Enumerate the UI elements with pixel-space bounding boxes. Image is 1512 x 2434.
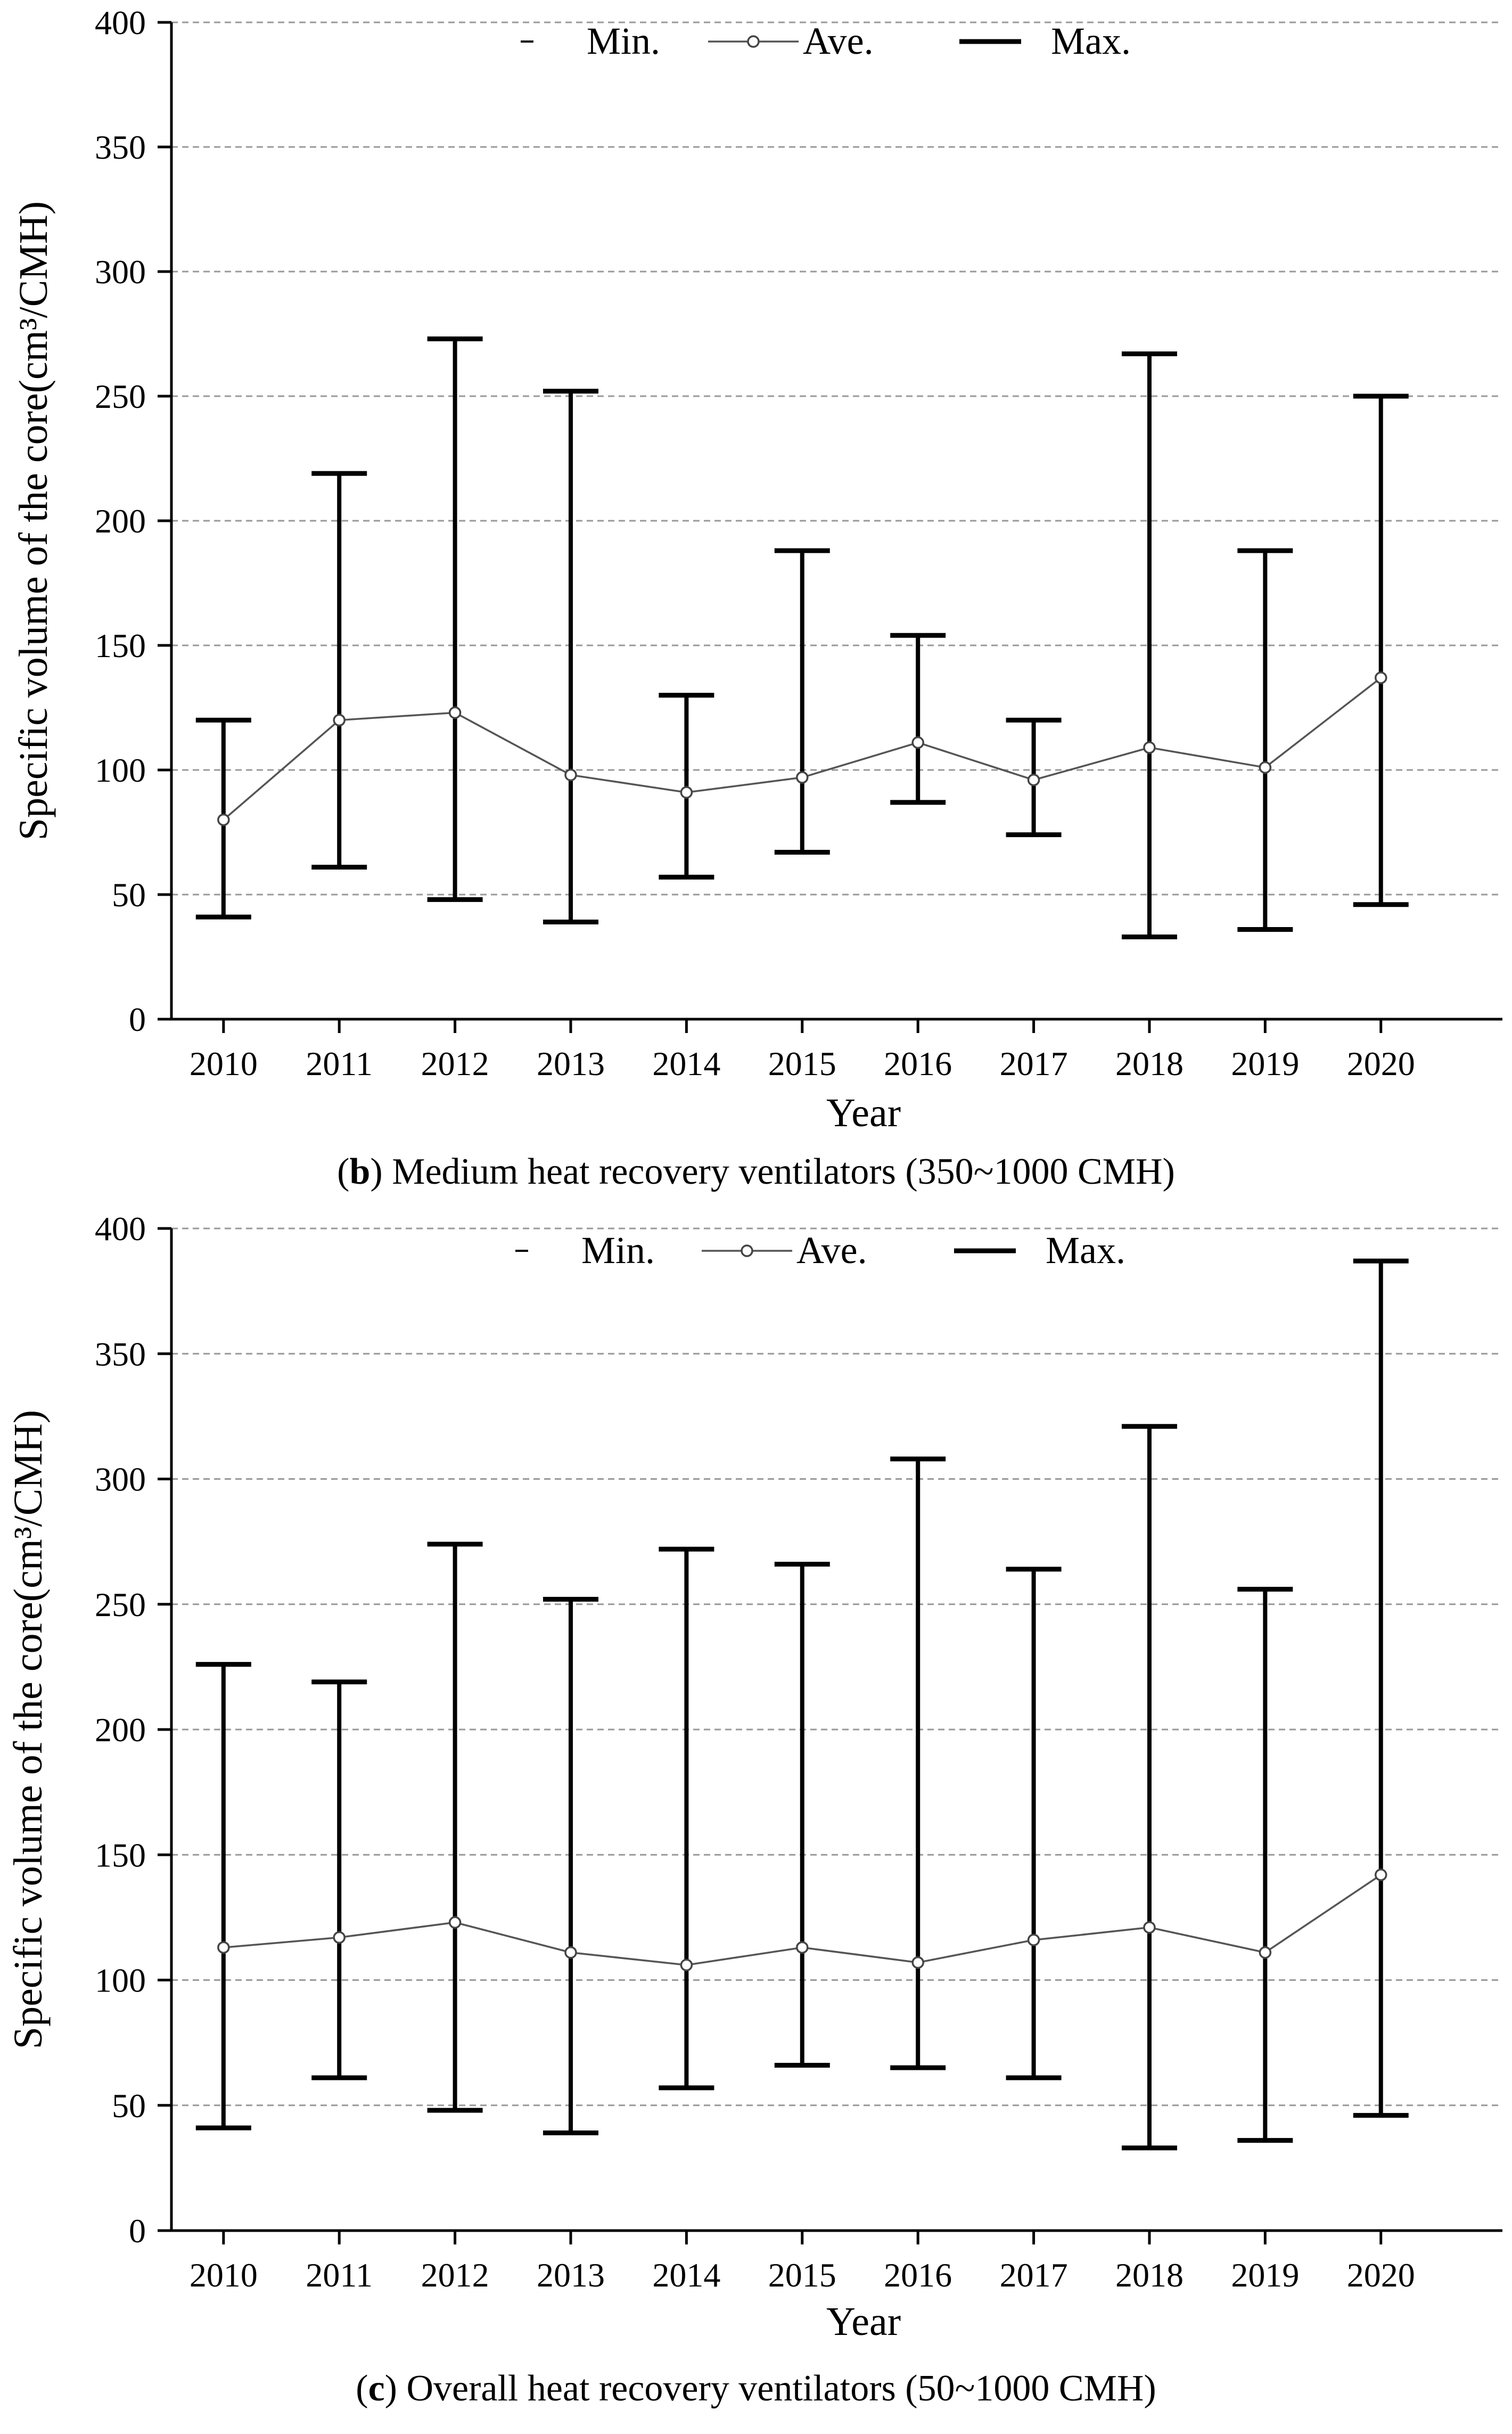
average-point-2012 <box>448 1916 462 1929</box>
average-point-2011 <box>333 1931 346 1944</box>
legend: Min. Ave. Max. <box>521 20 1131 62</box>
legend-max-label: Max. <box>1046 1229 1125 1272</box>
y-tick-label: 100 <box>95 1962 146 1999</box>
caption-open-paren: ( <box>356 2368 368 2409</box>
x-tick-label: 2017 <box>1000 2256 1068 2294</box>
y-tick-label: 200 <box>95 502 146 540</box>
x-tick-label: 2015 <box>768 1045 836 1083</box>
legend-ave-label: Ave. <box>796 1229 867 1272</box>
average-point-2018 <box>1143 741 1156 754</box>
average-point-2013 <box>564 1946 577 1959</box>
x-tick-label: 2012 <box>421 2256 489 2294</box>
x-tick-label: 2018 <box>1115 1045 1184 1083</box>
x-tick-label: 2013 <box>537 1045 605 1083</box>
average-point-2015 <box>796 771 809 784</box>
x-tick-label: 2015 <box>768 2256 836 2294</box>
x-tick-label: 2010 <box>190 1045 258 1083</box>
caption-close-paren: ) <box>370 1151 392 1192</box>
average-point-2020 <box>1374 671 1387 684</box>
x-tick-label: 2019 <box>1231 2256 1299 2294</box>
average-point-2012 <box>448 706 462 719</box>
average-point-2010 <box>217 813 230 826</box>
gridlines <box>171 21 1502 896</box>
x-tick-label: 2016 <box>884 1045 952 1083</box>
average-point-2013 <box>564 768 577 782</box>
legend-ave-label: Ave. <box>803 20 874 62</box>
y-tick-label: 300 <box>95 1461 146 1498</box>
y-tick-label: 350 <box>95 1335 146 1373</box>
y-tick-label: 400 <box>95 4 146 42</box>
x-axis-label: Year <box>826 1091 901 1135</box>
x-tick-label: 2020 <box>1347 1045 1415 1083</box>
x-tick-label: 2019 <box>1231 1045 1299 1083</box>
average-point-2010 <box>217 1941 230 1954</box>
y-tick-label: 350 <box>95 128 146 166</box>
x-tick-label: 2017 <box>1000 1045 1068 1083</box>
caption-text: Overall heat recovery ventilators (50~10… <box>406 2368 1156 2409</box>
legend-min-label: Min. <box>581 1229 655 1272</box>
x-tick-label: 2018 <box>1115 2256 1184 2294</box>
gridlines <box>171 1227 1502 2107</box>
x-tick-label: 2014 <box>652 2256 720 2294</box>
average-point-2016 <box>911 1956 924 1969</box>
average-point-2019 <box>1259 761 1272 774</box>
y-tick-label: 150 <box>95 1836 146 1874</box>
x-tick-label: 2013 <box>537 2256 605 2294</box>
legend-ave-marker <box>741 1244 753 1257</box>
y-tick-label: 250 <box>95 378 146 415</box>
y-axis-label: Specific volume of the core(cm³/CMH) <box>6 1410 51 2049</box>
caption-text: Medium heat recovery ventilators (350~10… <box>392 1151 1175 1192</box>
y-tick-label: 250 <box>95 1586 146 1624</box>
x-tick-label: 2011 <box>306 2256 373 2294</box>
average-point-2016 <box>911 736 924 749</box>
x-tick-label: 2010 <box>190 2256 258 2294</box>
y-tick-label: 0 <box>129 2212 146 2250</box>
y-tick-label: 50 <box>112 2087 146 2125</box>
chart-panel-c: 0 50 100 150 200 250 300 350 400 2010 2011 2012 2013… <box>6 1210 1502 2409</box>
y-tick-label: 300 <box>95 253 146 291</box>
x-tick-label: 2012 <box>421 1045 489 1083</box>
caption-open-paren: ( <box>337 1151 349 1192</box>
average-point-2017 <box>1027 1933 1040 1946</box>
x-axis-label: Year <box>826 2299 901 2344</box>
y-tick-label: 200 <box>95 1711 146 1749</box>
figure-caption: (b) Medium heat recovery ventilators (35… <box>337 1151 1175 1192</box>
caption-close-paren: ) <box>385 2368 407 2409</box>
figure-caption: (c) Overall heat recovery ventilators (5… <box>356 2368 1156 2409</box>
caption-panel-label: b <box>349 1151 370 1192</box>
y-tick-label: 400 <box>95 1210 146 1248</box>
x-tick-label: 2016 <box>884 2256 952 2294</box>
average-point-2014 <box>680 786 693 799</box>
x-tick-label: 2020 <box>1347 2256 1415 2294</box>
y-tick-label: 50 <box>112 876 146 914</box>
average-point-2019 <box>1259 1946 1272 1959</box>
legend-max-label: Max. <box>1051 20 1131 62</box>
caption-panel-label: c <box>368 2368 385 2409</box>
y-tick-label: 100 <box>95 751 146 789</box>
legend-ave-marker <box>747 35 760 48</box>
average-point-2017 <box>1027 773 1040 786</box>
y-tick-label: 0 <box>129 1001 146 1038</box>
y-axis-label: Specific volume of the core(cm³/CMH) <box>11 201 56 840</box>
average-point-2018 <box>1143 1921 1156 1934</box>
x-tick-label: 2011 <box>306 1045 373 1083</box>
legend-min-label: Min. <box>587 20 660 62</box>
average-point-2014 <box>680 1958 693 1972</box>
average-point-2020 <box>1374 1868 1387 1881</box>
legend: Min. Ave. Max. <box>515 1229 1125 1272</box>
chart-panel-b: 0 50 100 150 200 250 300 350 400 2010 2011 2012 2013… <box>11 4 1502 1192</box>
y-tick-label: 150 <box>95 627 146 665</box>
average-point-2015 <box>796 1941 809 1954</box>
x-tick-label: 2014 <box>652 1045 720 1083</box>
average-point-2011 <box>333 714 346 727</box>
